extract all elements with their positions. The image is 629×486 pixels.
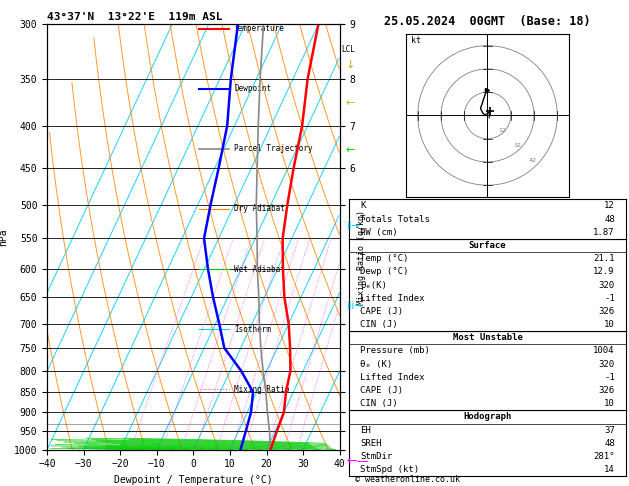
Text: Dewpoint: Dewpoint	[235, 84, 271, 93]
Text: Hodograph: Hodograph	[464, 413, 511, 421]
Text: 1: 1	[129, 455, 133, 460]
Text: ←—: ←—	[346, 455, 369, 468]
Text: Wet Adiabat: Wet Adiabat	[235, 264, 285, 274]
Text: EH: EH	[360, 426, 371, 434]
Text: -1: -1	[604, 294, 615, 303]
Text: 12: 12	[604, 201, 615, 210]
Text: © weatheronline.co.uk: © weatheronline.co.uk	[355, 474, 460, 484]
Text: 6: 6	[214, 455, 218, 460]
Text: StmSpd (kt): StmSpd (kt)	[360, 465, 420, 474]
Text: 12: 12	[499, 128, 506, 133]
Text: kt: kt	[411, 36, 421, 45]
Text: 43°37'N  13°22'E  119m ASL: 43°37'N 13°22'E 119m ASL	[47, 12, 223, 22]
Text: 10: 10	[604, 399, 615, 408]
Text: 25: 25	[294, 455, 301, 460]
Text: StmDir: StmDir	[360, 452, 392, 461]
Text: 4: 4	[194, 455, 198, 460]
Text: 10: 10	[240, 455, 248, 460]
Text: Lifted Index: Lifted Index	[360, 373, 425, 382]
Text: LCL: LCL	[341, 45, 355, 54]
Text: Surface: Surface	[469, 241, 506, 250]
Text: 48: 48	[604, 214, 615, 224]
Text: Pressure (mb): Pressure (mb)	[360, 347, 430, 355]
Text: ii→: ii→	[346, 221, 360, 231]
Text: iii→: iii→	[346, 301, 362, 312]
Text: 8: 8	[230, 455, 233, 460]
Text: 12.9: 12.9	[593, 267, 615, 277]
Text: 1.87: 1.87	[593, 228, 615, 237]
Text: 32: 32	[514, 143, 521, 148]
Text: Parcel Trajectory: Parcel Trajectory	[235, 144, 313, 154]
Y-axis label: hPa: hPa	[0, 228, 8, 246]
Y-axis label: km
ASL: km ASL	[361, 228, 382, 246]
X-axis label: Dewpoint / Temperature (°C): Dewpoint / Temperature (°C)	[114, 475, 273, 485]
Text: Temp (°C): Temp (°C)	[360, 254, 409, 263]
Text: 326: 326	[599, 307, 615, 316]
Text: 2: 2	[160, 455, 164, 460]
Text: 320: 320	[599, 360, 615, 369]
Text: Temperature: Temperature	[235, 24, 285, 33]
Text: Dewp (°C): Dewp (°C)	[360, 267, 409, 277]
Text: 21.1: 21.1	[593, 254, 615, 263]
Text: θₑ(K): θₑ(K)	[360, 280, 387, 290]
Text: Mixing Ratio: Mixing Ratio	[235, 385, 290, 394]
Text: Mixing Ratio (g/kg): Mixing Ratio (g/kg)	[357, 210, 366, 305]
Text: 37: 37	[604, 426, 615, 434]
Text: 1004: 1004	[593, 347, 615, 355]
Text: CIN (J): CIN (J)	[360, 320, 398, 329]
Text: Totals Totals: Totals Totals	[360, 214, 430, 224]
Text: CIN (J): CIN (J)	[360, 399, 398, 408]
Text: 281°: 281°	[593, 452, 615, 461]
Text: 15: 15	[264, 455, 270, 460]
Text: 326: 326	[599, 386, 615, 395]
Text: ↓: ↓	[346, 60, 355, 70]
Text: ←: ←	[346, 98, 355, 108]
Text: Most Unstable: Most Unstable	[452, 333, 523, 342]
Text: 320: 320	[599, 280, 615, 290]
Text: CAPE (J): CAPE (J)	[360, 386, 403, 395]
Text: PW (cm): PW (cm)	[360, 228, 398, 237]
Text: Isotherm: Isotherm	[235, 325, 271, 334]
Text: Dry Adiabat: Dry Adiabat	[235, 205, 285, 213]
Text: 48: 48	[604, 439, 615, 448]
Text: CAPE (J): CAPE (J)	[360, 307, 403, 316]
Text: 10: 10	[604, 320, 615, 329]
Text: Lifted Index: Lifted Index	[360, 294, 425, 303]
Text: 20: 20	[281, 455, 287, 460]
Text: 42: 42	[529, 158, 537, 163]
Text: 25.05.2024  00GMT  (Base: 18): 25.05.2024 00GMT (Base: 18)	[384, 15, 591, 28]
Text: -1: -1	[604, 373, 615, 382]
Text: ←: ←	[346, 145, 355, 156]
Text: θₑ (K): θₑ (K)	[360, 360, 392, 369]
Text: SREH: SREH	[360, 439, 382, 448]
Text: 3: 3	[180, 455, 183, 460]
Text: K: K	[360, 201, 365, 210]
Text: 14: 14	[604, 465, 615, 474]
